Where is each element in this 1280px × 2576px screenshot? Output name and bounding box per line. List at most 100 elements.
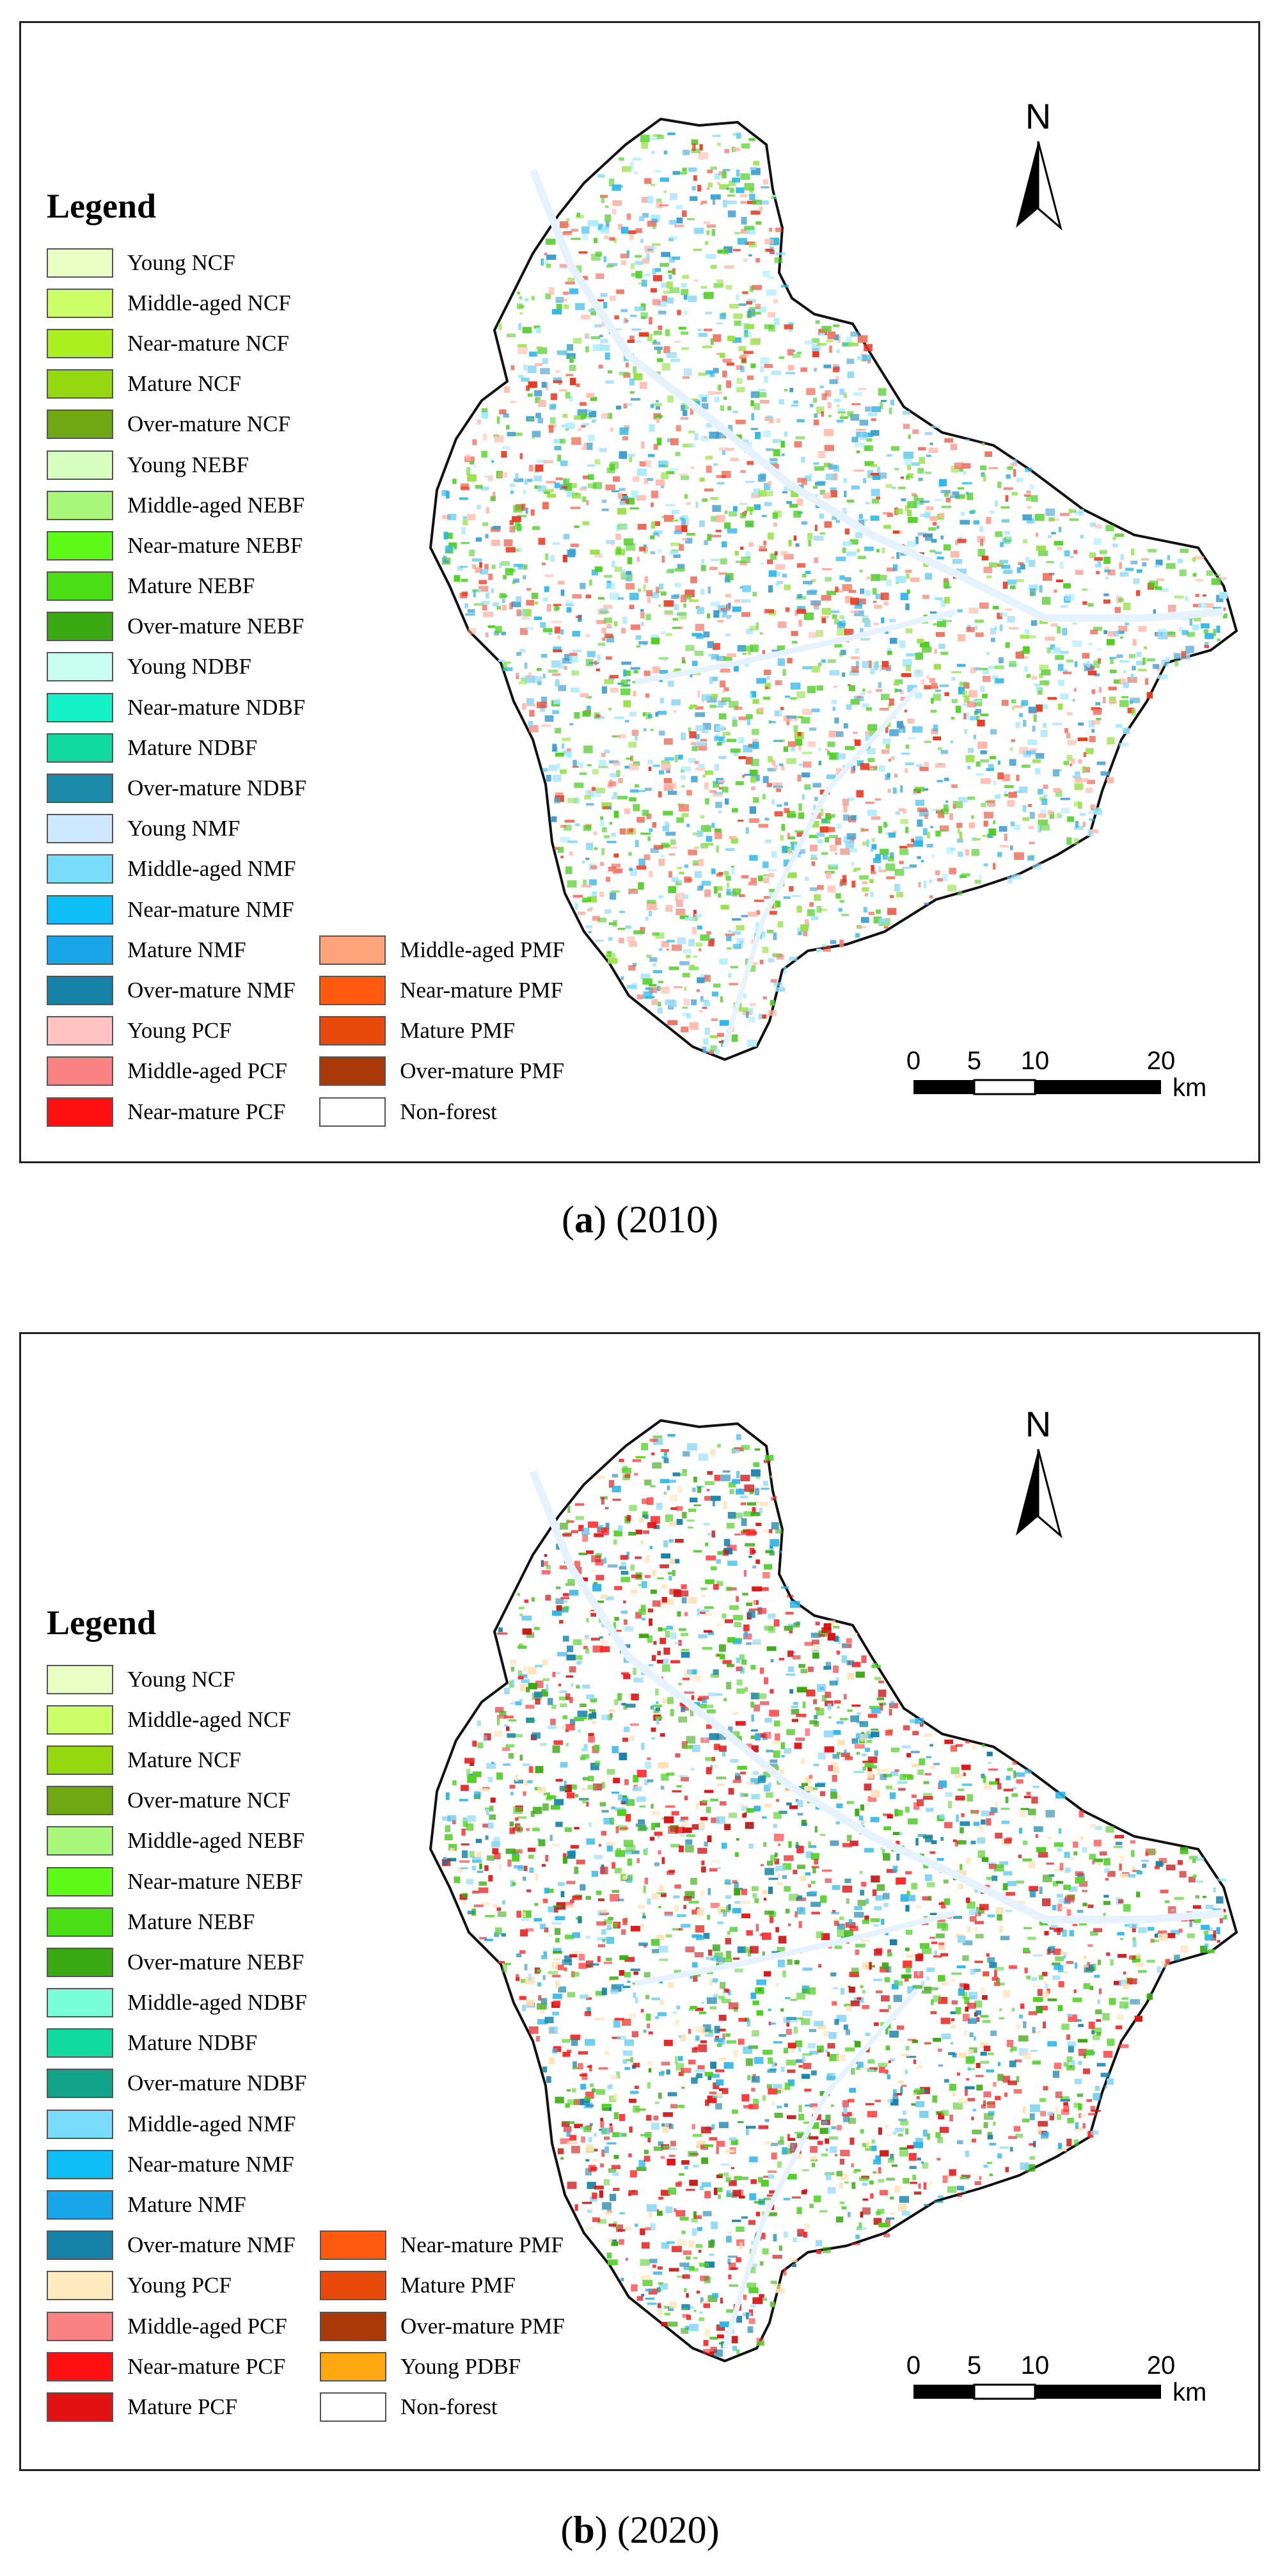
forest-patch bbox=[836, 2216, 844, 2223]
forest-patch bbox=[598, 597, 604, 600]
forest-patch bbox=[868, 912, 875, 916]
forest-patch bbox=[695, 1925, 704, 1933]
forest-patch bbox=[1057, 2148, 1067, 2152]
forest-patch bbox=[881, 617, 885, 624]
forest-patch bbox=[471, 558, 482, 562]
forest-patch bbox=[826, 591, 836, 595]
forest-patch bbox=[762, 1816, 767, 1819]
forest-patch bbox=[773, 783, 782, 788]
forest-patch bbox=[858, 388, 867, 390]
forest-patch bbox=[651, 1811, 660, 1816]
forest-patch bbox=[519, 312, 523, 315]
forest-patch bbox=[504, 1715, 514, 1719]
forest-patch bbox=[793, 354, 801, 358]
forest-patch bbox=[759, 366, 764, 372]
forest-patch bbox=[1133, 578, 1140, 584]
forest-patch bbox=[487, 625, 495, 628]
forest-patch bbox=[637, 523, 647, 530]
forest-patch bbox=[1013, 824, 1020, 831]
forest-patch bbox=[829, 465, 838, 470]
forest-patch bbox=[661, 760, 670, 765]
forest-patch bbox=[620, 1577, 630, 1582]
forest-patch bbox=[669, 550, 678, 555]
forest-patch bbox=[1086, 2099, 1093, 2102]
forest-patch bbox=[592, 791, 601, 797]
forest-patch bbox=[490, 1797, 496, 1803]
forest-patch bbox=[763, 1771, 771, 1777]
forest-patch bbox=[913, 840, 923, 847]
forest-patch bbox=[754, 1448, 761, 1451]
forest-patch bbox=[858, 520, 865, 527]
forest-patch bbox=[689, 443, 695, 448]
forest-patch bbox=[1142, 657, 1146, 665]
forest-patch bbox=[646, 253, 650, 259]
forest-patch bbox=[640, 612, 645, 619]
forest-patch bbox=[899, 729, 903, 733]
forest-patch bbox=[750, 391, 760, 398]
forest-patch bbox=[594, 1533, 604, 1538]
forest-patch bbox=[1033, 2030, 1041, 2033]
forest-patch bbox=[762, 179, 769, 185]
forest-patch bbox=[770, 2142, 778, 2147]
forest-patch bbox=[727, 335, 735, 342]
forest-patch bbox=[680, 417, 689, 420]
forest-patch bbox=[769, 889, 775, 893]
forest-patch bbox=[816, 832, 825, 837]
forest-patch bbox=[706, 370, 713, 375]
forest-patch bbox=[1160, 1889, 1169, 1893]
forest-patch bbox=[626, 758, 633, 760]
forest-patch bbox=[590, 550, 600, 555]
forest-patch bbox=[608, 958, 618, 964]
forest-patch bbox=[936, 556, 944, 560]
forest-patch bbox=[1042, 1971, 1048, 1976]
forest-patch bbox=[517, 514, 527, 518]
forest-patch bbox=[625, 1703, 636, 1708]
forest-patch bbox=[467, 474, 477, 482]
forest-patch bbox=[679, 544, 684, 551]
forest-patch bbox=[684, 1845, 694, 1853]
forest-patch bbox=[905, 762, 914, 766]
forest-patch bbox=[732, 337, 742, 343]
forest-patch bbox=[763, 541, 767, 546]
forest-patch bbox=[703, 1047, 711, 1053]
forest-patch bbox=[523, 575, 526, 580]
forest-patch bbox=[732, 411, 739, 413]
forest-patch bbox=[820, 616, 829, 618]
forest-patch bbox=[1066, 1909, 1071, 1916]
forest-patch bbox=[911, 1763, 920, 1768]
forest-patch bbox=[564, 1532, 573, 1535]
forest-patch bbox=[594, 660, 597, 665]
forest-patch bbox=[676, 900, 683, 907]
forest-patch bbox=[954, 462, 964, 469]
forest-patch bbox=[1038, 788, 1043, 795]
forest-patch bbox=[764, 1718, 772, 1722]
forest-patch bbox=[818, 451, 826, 458]
forest-patch bbox=[731, 807, 738, 813]
forest-patch bbox=[861, 1882, 867, 1887]
forest-patch bbox=[677, 879, 683, 884]
forest-patch bbox=[787, 811, 796, 817]
forest-patch bbox=[677, 2275, 684, 2278]
forest-patch bbox=[847, 371, 855, 378]
forest-patch bbox=[666, 471, 675, 475]
forest-patch bbox=[1167, 555, 1170, 561]
forest-patch bbox=[593, 482, 602, 489]
forest-patch bbox=[1051, 532, 1056, 535]
forest-patch bbox=[732, 931, 741, 935]
forest-patch bbox=[565, 392, 571, 399]
forest-patch bbox=[608, 179, 615, 187]
forest-patch bbox=[873, 601, 877, 603]
forest-patch bbox=[745, 756, 753, 765]
forest-patch bbox=[573, 649, 582, 653]
forest-patch bbox=[699, 2317, 705, 2321]
forest-patch bbox=[830, 487, 837, 491]
forest-patch bbox=[896, 891, 903, 898]
forest-patch bbox=[917, 1769, 924, 1776]
forest-patch bbox=[682, 210, 687, 217]
forest-patch bbox=[502, 663, 508, 671]
forest-patch bbox=[891, 1984, 899, 1990]
forest-patch bbox=[840, 1987, 845, 1995]
forest-patch bbox=[642, 809, 649, 816]
forest-patch bbox=[587, 896, 597, 903]
forest-patch bbox=[693, 248, 702, 251]
